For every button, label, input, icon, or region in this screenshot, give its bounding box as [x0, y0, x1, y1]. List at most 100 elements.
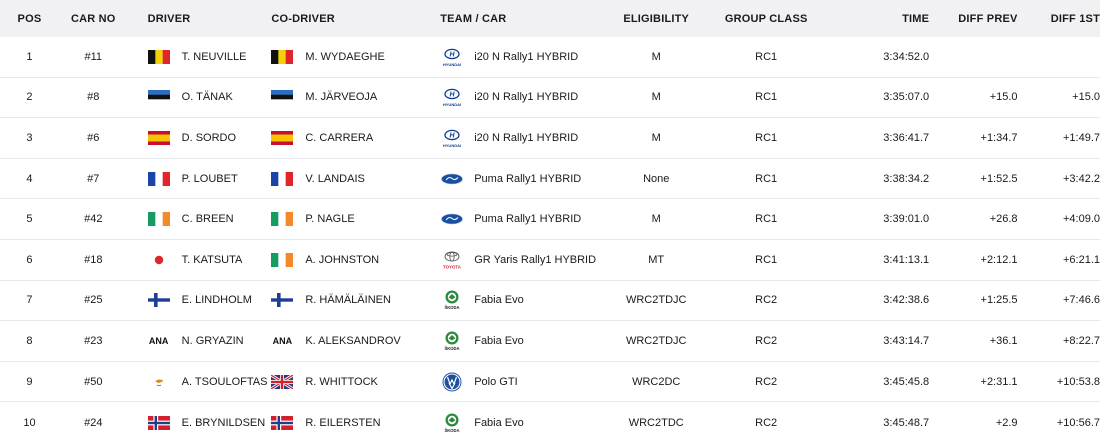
cell-group-class: RC1: [755, 213, 778, 226]
table-row[interactable]: 1 #11 T. NEUVILLE M. WYDAEGHE H HYUNDAI i2…: [0, 37, 1100, 78]
cell-time: 3:42:38.6: [883, 294, 930, 307]
cell-eligibility: M: [651, 131, 661, 144]
header-team-car[interactable]: TEAM / CAR: [440, 12, 507, 25]
spain-flag-icon: [147, 130, 170, 145]
cell-driver[interactable]: T. KATSUTA: [128, 252, 272, 267]
cell-driver[interactable]: T. NEUVILLE: [128, 49, 272, 64]
header-co-driver[interactable]: CO-DRIVER: [271, 12, 335, 25]
cell-driver[interactable]: A. TSOULOFTAS: [128, 374, 272, 389]
cell-diff-1st: +8:22.7: [1062, 334, 1100, 347]
skoda-logo: ŠKODA: [440, 289, 464, 311]
co-driver-name[interactable]: M. WYDAEGHE: [305, 50, 385, 63]
cell-diff-prev: +2.9: [995, 416, 1018, 429]
header-driver[interactable]: DRIVER: [147, 12, 191, 25]
header-group-class[interactable]: GROUP CLASS: [724, 12, 808, 25]
cell-team-car: H HYUNDAI i20 N Rally1 HYBRID: [440, 127, 601, 149]
cell-eligibility: WRC2TDC: [628, 416, 684, 429]
table-row[interactable]: 10 #24 E. BRYNILDSEN R. EILERSTEN ŠKODA F…: [0, 402, 1100, 443]
cell-co-driver[interactable]: ANA K. ALEKSANDROV: [271, 334, 440, 348]
cell-co-driver[interactable]: M. JÄRVEOJA: [271, 90, 440, 105]
driver-name[interactable]: E. BRYNILDSEN: [181, 416, 266, 429]
cell-co-driver[interactable]: P. NAGLE: [271, 212, 440, 227]
driver-name[interactable]: E. LINDHOLM: [181, 294, 252, 307]
cell-co-driver[interactable]: R. HÄMÄLÄINEN: [271, 293, 440, 308]
driver-name[interactable]: D. SORDO: [181, 131, 237, 144]
norway-flag-icon: [147, 415, 170, 430]
header-diff-1st[interactable]: DIFF 1ST: [1050, 12, 1100, 25]
co-driver-name[interactable]: K. ALEKSANDROV: [305, 334, 401, 347]
table-row[interactable]: 4 #7 P. LOUBET V. LANDAIS Puma Rally1 HY…: [0, 159, 1100, 200]
cell-time: 3:35:07.0: [883, 91, 930, 104]
co-driver-name[interactable]: R. EILERSTEN: [305, 416, 381, 429]
cell-driver[interactable]: E. BRYNILDSEN: [128, 415, 272, 430]
co-driver-name[interactable]: R. HÄMÄLÄINEN: [305, 294, 391, 307]
table-row[interactable]: 7 #25 E. LINDHOLM R. HÄMÄLÄINEN ŠKODA Fab…: [0, 281, 1100, 322]
driver-name[interactable]: T. NEUVILLE: [181, 50, 247, 63]
cell-diff-prev: +2:12.1: [980, 253, 1018, 266]
co-driver-name[interactable]: A. JOHNSTON: [305, 253, 380, 266]
cell-time: 3:39:01.0: [883, 213, 930, 226]
cell-diff-1st: +6:21.1: [1062, 253, 1100, 266]
ana-flag-icon: ANA: [272, 335, 293, 346]
header-diff-prev[interactable]: DIFF PREV: [958, 12, 1018, 25]
skoda-logo: ŠKODA: [440, 330, 464, 352]
cell-driver[interactable]: D. SORDO: [128, 130, 272, 145]
cell-co-driver[interactable]: A. JOHNSTON: [271, 252, 440, 267]
cell-pos: 8: [26, 334, 33, 347]
co-driver-name[interactable]: C. CARRERA: [305, 131, 374, 144]
cell-diff-1st: +4:09.0: [1062, 213, 1100, 226]
header-time[interactable]: TIME: [902, 12, 930, 25]
cell-car-no: #8: [87, 91, 100, 104]
cell-group-class: RC1: [755, 131, 778, 144]
cell-car-no: #6: [87, 131, 100, 144]
ireland-flag-icon: [271, 252, 294, 267]
cell-team-car: H HYUNDAI i20 N Rally1 HYBRID: [440, 86, 601, 108]
co-driver-name[interactable]: R. WHITTOCK: [305, 375, 378, 388]
driver-name[interactable]: A. TSOULOFTAS: [181, 375, 268, 388]
header-pos[interactable]: POS: [17, 12, 42, 25]
table-row[interactable]: 8 #23 ANA N. GRYAZIN ANA K. ALEKSANDROV ŠK…: [0, 321, 1100, 362]
ireland-flag-icon: [271, 212, 294, 227]
cell-driver[interactable]: O. TÄNAK: [128, 90, 272, 105]
car-model: i20 N Rally1 HYBRID: [474, 91, 579, 104]
car-model: Puma Rally1 HYBRID: [474, 172, 582, 185]
table-row[interactable]: 6 #18 T. KATSUTA A. JOHNSTON TOYOTA GR Ya…: [0, 240, 1100, 281]
spain-flag-icon: [271, 130, 294, 145]
cell-pos: 5: [26, 213, 33, 226]
cell-pos: 7: [26, 294, 33, 307]
cell-diff-1st: +3:42.2: [1062, 172, 1100, 185]
cell-car-no: #7: [87, 172, 100, 185]
car-model: Fabia Evo: [474, 334, 524, 347]
cell-co-driver[interactable]: C. CARRERA: [271, 130, 440, 145]
cell-driver[interactable]: C. BREEN: [128, 212, 272, 227]
ford-logo: [440, 208, 464, 230]
driver-name[interactable]: C. BREEN: [181, 213, 234, 226]
cell-driver[interactable]: P. LOUBET: [128, 171, 272, 186]
header-eligibility[interactable]: ELIGIBILITY: [623, 12, 690, 25]
co-driver-name[interactable]: V. LANDAIS: [305, 172, 365, 185]
car-model: Fabia Evo: [474, 416, 524, 429]
cell-co-driver[interactable]: V. LANDAIS: [271, 171, 440, 186]
driver-name[interactable]: N. GRYAZIN: [181, 334, 244, 347]
table-row[interactable]: 9 #50 A. TSOULOFTAS R. WHITTOCK Polo GTI…: [0, 362, 1100, 403]
header-car-no[interactable]: CAR NO: [70, 12, 116, 25]
finland-flag-icon: [147, 293, 170, 308]
co-driver-name[interactable]: M. JÄRVEOJA: [305, 91, 378, 104]
cell-time: 3:41:13.1: [883, 253, 930, 266]
cell-driver[interactable]: E. LINDHOLM: [128, 293, 272, 308]
table-row[interactable]: 5 #42 C. BREEN P. NAGLE Puma Rally1 HYBR…: [0, 199, 1100, 240]
cell-eligibility: M: [651, 213, 661, 226]
cell-diff-prev: +2:31.1: [980, 375, 1018, 388]
table-row[interactable]: 3 #6 D. SORDO C. CARRERA H HYUNDAI i20 N R…: [0, 118, 1100, 159]
cell-co-driver[interactable]: R. WHITTOCK: [271, 374, 440, 389]
driver-name[interactable]: T. KATSUTA: [181, 253, 243, 266]
cell-diff-1st: +1:49.7: [1062, 131, 1100, 144]
driver-name[interactable]: P. LOUBET: [181, 172, 238, 185]
table-row[interactable]: 2 #8 O. TÄNAK M. JÄRVEOJA H HYUNDAI i20 N …: [0, 78, 1100, 119]
driver-name[interactable]: O. TÄNAK: [181, 91, 233, 104]
co-driver-name[interactable]: P. NAGLE: [305, 213, 355, 226]
cell-co-driver[interactable]: M. WYDAEGHE: [271, 49, 440, 64]
cell-diff-prev: +1:25.5: [980, 294, 1018, 307]
cell-co-driver[interactable]: R. EILERSTEN: [271, 415, 440, 430]
cell-driver[interactable]: ANA N. GRYAZIN: [128, 334, 272, 348]
